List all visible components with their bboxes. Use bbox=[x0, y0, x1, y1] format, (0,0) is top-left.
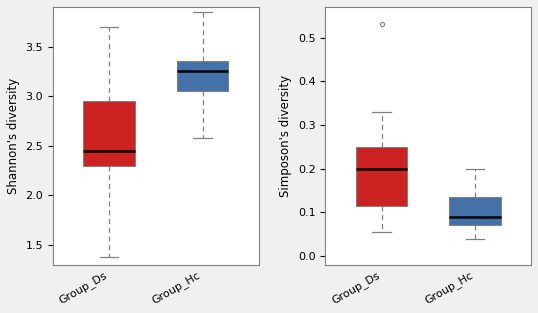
Y-axis label: Shannon's diversity: Shannon's diversity bbox=[7, 78, 20, 194]
Y-axis label: Simposon's diversity: Simposon's diversity bbox=[279, 75, 293, 197]
FancyBboxPatch shape bbox=[356, 147, 407, 206]
FancyBboxPatch shape bbox=[83, 101, 134, 166]
FancyBboxPatch shape bbox=[449, 197, 501, 225]
FancyBboxPatch shape bbox=[177, 61, 228, 91]
